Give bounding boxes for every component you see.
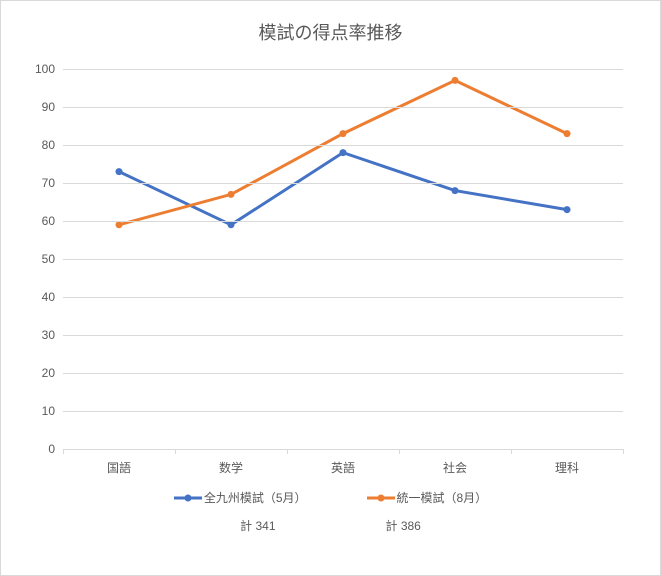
totals-row: 計 341 計 386 [1,517,660,534]
gridline [63,259,623,260]
y-tick-label: 80 [42,138,63,152]
legend-label: 統一模試（8月） [397,489,488,506]
series-marker [564,130,571,137]
legend-item: 全九州模試（5月） [174,489,307,506]
x-tick-mark [511,449,512,454]
gridline [63,297,623,298]
x-tick-label: 国語 [107,449,131,476]
y-tick-label: 30 [42,328,63,342]
x-tick-mark [63,449,64,454]
series-marker [116,168,123,175]
gridline [63,411,623,412]
x-tick-label: 社会 [443,449,467,476]
gridline [63,69,623,70]
series-marker [564,206,571,213]
gridline [63,373,623,374]
y-tick-label: 40 [42,290,63,304]
series-marker [452,77,459,84]
x-tick-label: 英語 [331,449,355,476]
series-marker [116,221,123,228]
y-tick-label: 70 [42,176,63,190]
series-marker [452,187,459,194]
gridline [63,145,623,146]
series-marker [228,221,235,228]
x-tick-mark [287,449,288,454]
series-marker [228,191,235,198]
legend-swatch [367,491,395,505]
series-total: 計 386 [386,517,421,534]
series-line [119,153,567,225]
series-marker [340,130,347,137]
x-tick-label: 数学 [219,449,243,476]
plot-area: 0102030405060708090100国語数学英語社会理科 [63,69,623,449]
x-tick-mark [623,449,624,454]
y-tick-label: 50 [42,252,63,266]
chart-title: 模試の得点率推移 [1,1,660,55]
x-tick-mark [175,449,176,454]
legend: 全九州模試（5月） 統一模試（8月） [1,489,660,506]
chart-container: 模試の得点率推移 0102030405060708090100国語数学英語社会理… [0,0,661,576]
gridline [63,335,623,336]
gridline [63,183,623,184]
gridline [63,107,623,108]
y-tick-label: 100 [35,62,63,76]
x-tick-mark [399,449,400,454]
legend-item: 統一模試（8月） [367,489,488,506]
gridline [63,221,623,222]
legend-swatch [174,491,202,505]
series-marker [340,149,347,156]
x-tick-label: 理科 [555,449,579,476]
y-tick-label: 20 [42,366,63,380]
y-tick-label: 90 [42,100,63,114]
y-tick-label: 60 [42,214,63,228]
y-tick-label: 10 [42,404,63,418]
series-total: 計 341 [240,517,275,534]
legend-label: 全九州模試（5月） [204,489,307,506]
y-tick-label: 0 [48,442,63,456]
